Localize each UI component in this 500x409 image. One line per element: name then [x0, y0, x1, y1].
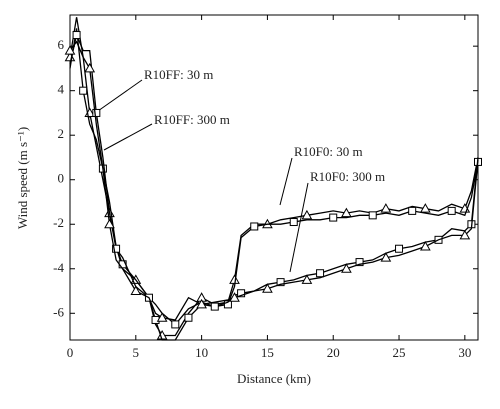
marker: [459, 229, 471, 240]
marker: [355, 258, 364, 267]
marker: [368, 211, 377, 220]
marker: [210, 302, 219, 311]
marker: [184, 313, 193, 322]
annotations: R10FF: 30 m R10FF: 300 m R10F0: 30 m R10…: [87, 67, 385, 273]
marker: [156, 312, 168, 322]
x-axis-label: Distance (km): [237, 371, 311, 386]
marker: [380, 252, 392, 262]
marker: [72, 31, 81, 40]
x-tick-label: 5: [133, 345, 140, 360]
marker: [250, 222, 259, 231]
marker: [237, 289, 246, 298]
marker: [329, 213, 338, 222]
x-tick-label: 10: [195, 345, 208, 360]
y-axis-label: Wind speed (m s⁻¹): [15, 127, 30, 229]
marker: [104, 218, 115, 229]
annotation: R10FF: 30 m: [144, 67, 213, 82]
x-tick-label: 15: [261, 345, 274, 360]
marker: [64, 45, 76, 55]
arrow: [289, 182, 309, 273]
y-tick-label: -2: [53, 215, 64, 230]
marker: [341, 207, 352, 218]
marker: [196, 298, 207, 309]
y-tick-label: 6: [58, 37, 65, 52]
plot-frame: [69, 14, 479, 341]
x-tick-label: 0: [67, 345, 74, 360]
series-line: [69, 40, 479, 321]
y-tick-label: -4: [53, 260, 64, 275]
marker: [301, 274, 313, 284]
x-tick-label: 25: [393, 345, 406, 360]
marker: [79, 86, 88, 95]
marker: [289, 218, 298, 227]
marker: [229, 292, 240, 302]
x-tick-label: 30: [458, 345, 471, 360]
y-tick-label: -6: [53, 304, 64, 319]
arrow: [103, 123, 153, 151]
arrow: [279, 157, 293, 206]
marker: [380, 203, 392, 213]
y-tick-label: 2: [58, 126, 65, 141]
series-line: [69, 17, 479, 337]
marker: [84, 62, 96, 73]
y-tick-label: 0: [58, 171, 65, 186]
marker: [92, 108, 101, 117]
marker: [341, 263, 352, 273]
marker: [130, 285, 142, 296]
marker: [301, 209, 313, 220]
marker: [262, 283, 273, 293]
annotation: R10F0: 30 m: [294, 144, 363, 159]
y-tick-label: 4: [58, 82, 65, 97]
annotation: R10FF: 300 m: [154, 112, 230, 127]
marker: [276, 278, 285, 287]
marker: [171, 320, 180, 329]
marker: [223, 300, 232, 309]
marker: [395, 244, 404, 253]
series-line: [69, 28, 479, 341]
marker: [316, 269, 325, 278]
annotation: R10F0: 300 m: [310, 169, 385, 184]
marker: [419, 203, 431, 213]
marker: [112, 244, 121, 253]
marker: [447, 206, 456, 215]
marker: [419, 240, 431, 251]
x-tick-label: 20: [327, 345, 340, 360]
marker: [408, 206, 417, 215]
series-line: [69, 32, 479, 326]
